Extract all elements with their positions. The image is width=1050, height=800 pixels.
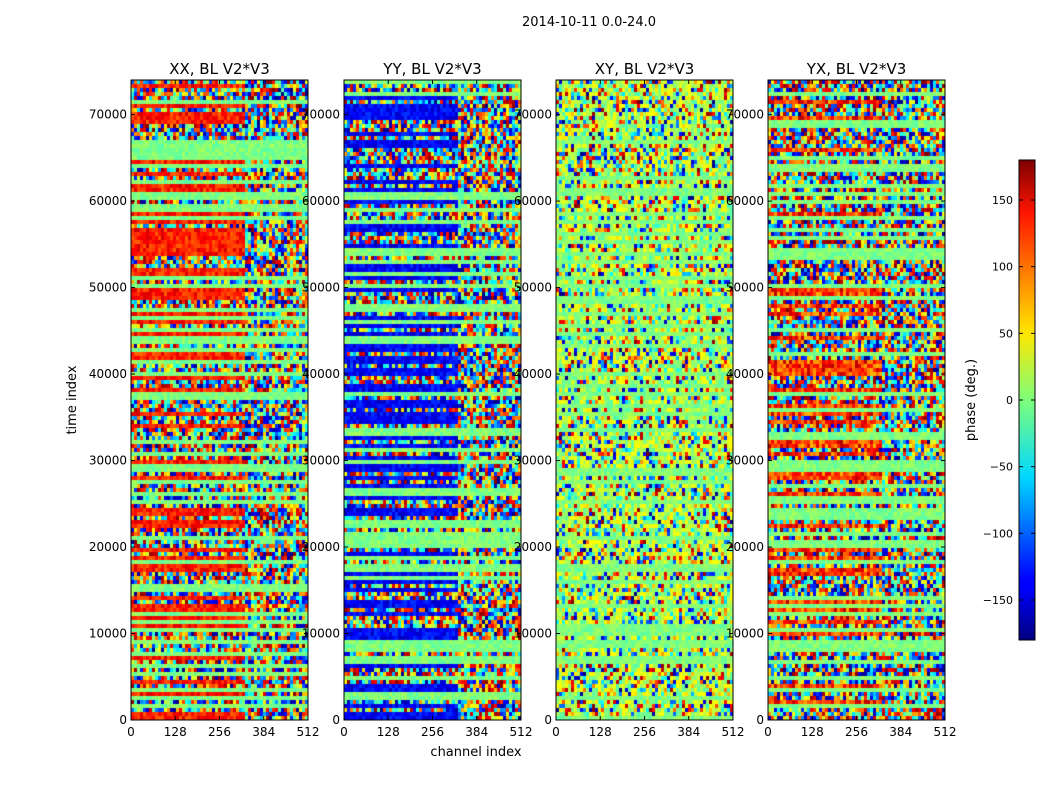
heatmap-image (131, 80, 308, 720)
y-tick-label: 20000 (89, 540, 127, 554)
y-tick-label: 0 (544, 713, 552, 727)
figure: 2014-10-11 0.0-24.0 time index channel i… (0, 0, 1050, 800)
colorbar-label: phase (deg.) (964, 359, 979, 441)
x-tick-label: 128 (589, 725, 612, 739)
x-tick-label: 384 (465, 725, 488, 739)
y-tick-label: 50000 (302, 281, 340, 295)
x-tick-label: 384 (889, 725, 912, 739)
x-tick-label: 128 (164, 725, 187, 739)
y-tick-label: 0 (332, 713, 340, 727)
y-tick-label: 30000 (726, 454, 764, 468)
colorbar-tick-label: 100 (992, 261, 1013, 274)
x-tick-label: 128 (377, 725, 400, 739)
x-tick-label: 512 (934, 725, 957, 739)
panel-3: XY, BL V2*V3 0 128 256 384 512 0 10000 20000 3000… (514, 60, 745, 739)
y-tick-label: 70000 (726, 108, 764, 122)
colorbar-tick-label: −50 (990, 461, 1013, 474)
panel-title: YX, BL V2*V3 (806, 60, 907, 78)
panel-title: YY, BL V2*V3 (382, 60, 481, 78)
colorbar-tick-label: −150 (983, 594, 1013, 607)
x-tick-label: 0 (127, 725, 135, 739)
y-tick-label: 50000 (514, 281, 552, 295)
x-tick-label: 512 (722, 725, 745, 739)
y-tick-label: 40000 (89, 367, 127, 381)
y-tick-label: 70000 (302, 108, 340, 122)
y-tick-label: 40000 (514, 367, 552, 381)
heatmap-image (768, 80, 945, 720)
y-tick-label: 50000 (726, 281, 764, 295)
y-tick-label: 30000 (302, 454, 340, 468)
x-tick-label: 256 (633, 725, 656, 739)
panel-title: XY, BL V2*V3 (595, 60, 695, 78)
y-tick-label: 30000 (514, 454, 552, 468)
x-tick-label: 384 (677, 725, 700, 739)
colorbar-tick-label: 0 (1006, 394, 1013, 407)
x-tick-label: 0 (340, 725, 348, 739)
x-tick-label: 256 (845, 725, 868, 739)
y-tick-label: 10000 (89, 627, 127, 641)
y-tick-label: 0 (119, 713, 127, 727)
x-tick-label: 0 (764, 725, 772, 739)
y-tick-label: 20000 (302, 540, 340, 554)
y-tick-label: 10000 (514, 627, 552, 641)
y-tick-label: 20000 (514, 540, 552, 554)
y-tick-label: 60000 (302, 194, 340, 208)
y-tick-label: 30000 (89, 454, 127, 468)
x-tick-label: 384 (252, 725, 275, 739)
panel-title: XX, BL V2*V3 (169, 60, 270, 78)
y-tick-label: 50000 (89, 281, 127, 295)
y-tick-label: 60000 (514, 194, 552, 208)
x-tick-label: 128 (801, 725, 824, 739)
panel-4: YX, BL V2*V3 0 128 256 384 512 0 10000 20000 3000… (726, 60, 957, 739)
x-tick-label: 256 (421, 725, 444, 739)
panel-1: XX, BL V2*V3 0 128 256 384 512 0 10000 20000 3000… (89, 60, 320, 739)
y-tick-label: 0 (756, 713, 764, 727)
colorbar-tick-label: 50 (999, 327, 1013, 340)
y-tick-label: 10000 (726, 627, 764, 641)
heatmap-image (344, 80, 521, 720)
colorbar-tick-label: −100 (983, 527, 1013, 540)
y-tick-label: 40000 (726, 367, 764, 381)
figure-suptitle: 2014-10-11 0.0-24.0 (522, 15, 656, 30)
y-tick-label: 20000 (726, 540, 764, 554)
colorbar: 150 100 50 0 −50 −100 −150 phase (deg.) (964, 160, 1035, 640)
y-axis-label: time index (65, 365, 80, 434)
x-axis-label: channel index (430, 745, 521, 760)
panel-2: YY, BL V2*V3 0 128 256 384 512 0 10000 20000 3000… (302, 60, 533, 739)
y-tick-label: 10000 (302, 627, 340, 641)
y-tick-label: 60000 (89, 194, 127, 208)
colorbar-tick-label: 150 (992, 194, 1013, 207)
y-tick-label: 60000 (726, 194, 764, 208)
x-tick-label: 256 (208, 725, 231, 739)
x-tick-label: 512 (510, 725, 533, 739)
heatmap-panels: XX, BL V2*V3 0 128 256 384 512 0 10000 20000 3000… (89, 60, 957, 739)
x-tick-label: 0 (552, 725, 560, 739)
y-tick-label: 70000 (89, 108, 127, 122)
heatmap-image (556, 80, 733, 720)
y-tick-label: 70000 (514, 108, 552, 122)
y-tick-label: 40000 (302, 367, 340, 381)
x-tick-label: 512 (297, 725, 320, 739)
